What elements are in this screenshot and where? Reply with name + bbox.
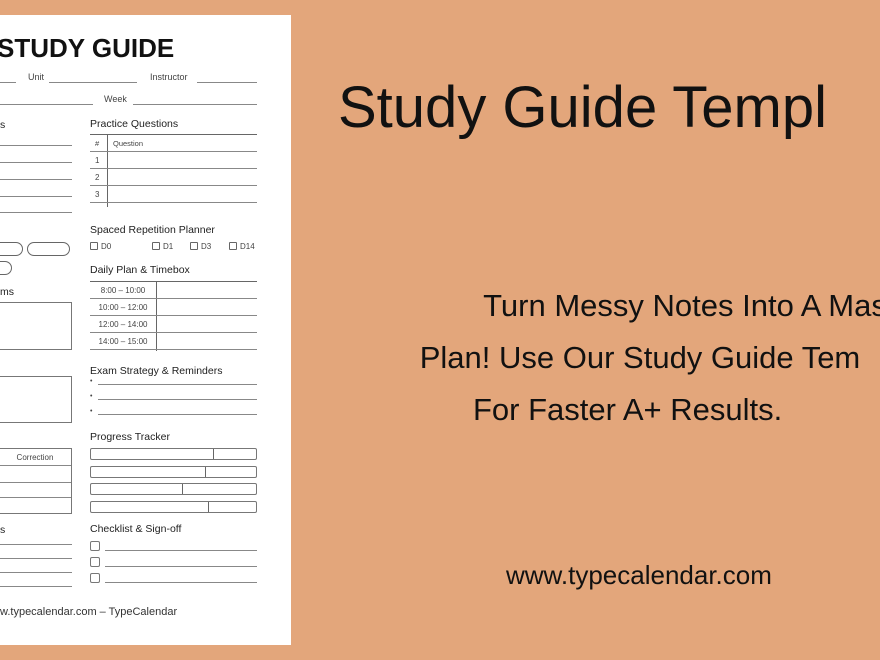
- tag-pill[interactable]: [27, 242, 70, 256]
- left-heading: s: [0, 119, 6, 131]
- bullet: •: [90, 378, 93, 385]
- unit-label: Unit: [28, 72, 45, 82]
- left-heading: s: [0, 524, 6, 536]
- progress-bar: [90, 483, 257, 495]
- col-num: #: [95, 139, 100, 148]
- notes-box[interactable]: [0, 376, 72, 423]
- progress-marker: [181, 484, 183, 494]
- checklist-title: Checklist & Sign-off: [90, 523, 182, 535]
- checkbox[interactable]: [90, 541, 100, 551]
- timebox-table: 8:00 – 10:00 10:00 – 12:00 12:00 – 14:00…: [90, 281, 257, 351]
- tagline-line: Plan! Use Our Study Guide Tem: [419, 340, 861, 375]
- instructor-label: Instructor: [150, 72, 188, 82]
- time-slot: 8:00 – 10:00: [100, 286, 146, 295]
- week-label: Week: [104, 94, 127, 104]
- promo-tagline: Turn Messy Notes Into A Mas Plan! Use Ou…: [300, 280, 880, 436]
- row-num: 2: [95, 173, 100, 182]
- study-guide-sheet: STUDY GUIDE Unit Instructor Week s ms Co…: [0, 15, 291, 645]
- correction-header: Correction: [16, 453, 54, 462]
- sheet-title: STUDY GUIDE: [0, 33, 175, 63]
- checkbox-icon: [152, 242, 160, 250]
- checkbox-d14[interactable]: D14: [229, 242, 255, 251]
- spaced-repetition-title: Spaced Repetition Planner: [90, 224, 215, 236]
- checkbox-icon: [229, 242, 237, 250]
- tagline-line: Turn Messy Notes Into A Mas: [483, 288, 880, 323]
- progress-marker: [213, 449, 215, 459]
- checkbox-d0[interactable]: D0: [90, 242, 111, 251]
- option-label: D14: [240, 242, 255, 251]
- instructor-field[interactable]: [197, 82, 257, 83]
- checkbox-d1[interactable]: D1: [152, 242, 173, 251]
- checkbox[interactable]: [90, 573, 100, 583]
- sheet-footer: w.typecalendar.com – TypeCalendar: [0, 606, 178, 618]
- row-num: 1: [95, 156, 100, 165]
- progress-bar: [90, 465, 257, 478]
- left-heading: ms: [0, 286, 14, 298]
- correction-table: Correction: [0, 448, 72, 514]
- promo-url[interactable]: www.typecalendar.com: [506, 560, 772, 590]
- promo-title: Study Guide Templ: [338, 75, 827, 140]
- checkbox-icon: [190, 242, 198, 250]
- time-slot: 10:00 – 12:00: [98, 303, 148, 312]
- progress-marker: [208, 501, 210, 512]
- option-label: D1: [163, 242, 174, 251]
- option-label: D3: [201, 242, 212, 251]
- tag-pill[interactable]: [0, 261, 12, 275]
- checkbox-d3[interactable]: D3: [190, 242, 211, 251]
- unit-field[interactable]: [49, 82, 137, 83]
- exam-strategy-title: Exam Strategy & Reminders: [90, 365, 223, 377]
- progress-marker: [204, 466, 206, 477]
- tag-pill[interactable]: [0, 242, 23, 256]
- notes-box[interactable]: [0, 302, 72, 350]
- checkbox[interactable]: [90, 557, 100, 567]
- bullet: •: [90, 393, 93, 400]
- progress-bar: [90, 448, 257, 460]
- practice-questions-table: # Question 1 2 3: [90, 134, 257, 207]
- progress-tracker-title: Progress Tracker: [90, 431, 170, 443]
- week-field[interactable]: [133, 104, 257, 105]
- option-label: D0: [101, 242, 112, 251]
- practice-questions-title: Practice Questions: [90, 118, 179, 130]
- tagline-line: For Faster A+ Results.: [473, 392, 783, 427]
- progress-bar: [90, 500, 257, 513]
- time-slot: 14:00 – 15:00: [98, 337, 148, 346]
- col-question: Question: [113, 139, 144, 148]
- row-num: 3: [95, 190, 100, 199]
- checkbox-icon: [90, 242, 98, 250]
- time-slot: 12:00 – 14:00: [98, 320, 148, 329]
- daily-plan-title: Daily Plan & Timebox: [90, 264, 190, 276]
- bullet: •: [90, 408, 93, 415]
